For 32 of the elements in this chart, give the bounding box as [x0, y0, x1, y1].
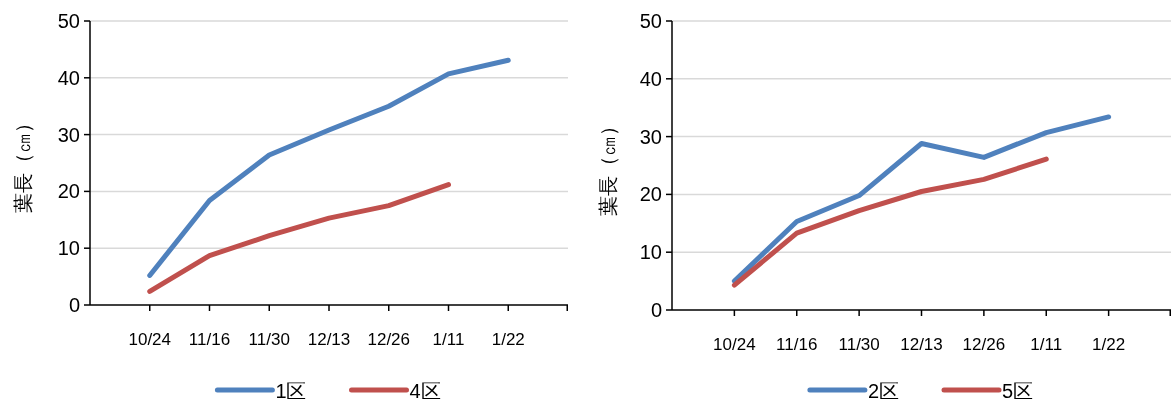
- y-tick-label: 20: [57, 180, 80, 203]
- y-tick-label: 50: [57, 10, 80, 32]
- y-tick-label: 30: [57, 123, 80, 146]
- x-tick-label: 11/16: [188, 330, 231, 349]
- legend-label: 5区: [1002, 380, 1034, 402]
- y-tick-label: 30: [639, 125, 662, 148]
- x-tick-label: 1/22: [1092, 335, 1126, 354]
- y-tick-label: 40: [57, 66, 80, 89]
- x-tick-label: 1/22: [491, 330, 525, 349]
- y-axis-title: 葉長（㎝）: [597, 115, 619, 216]
- y-axis-title: 葉長（㎝）: [12, 113, 34, 213]
- x-tick-label: 11/30: [838, 335, 880, 354]
- y-tick-label: 10: [57, 237, 80, 260]
- y-tick-label: 10: [639, 241, 662, 264]
- x-tick-label: 12/13: [307, 330, 351, 349]
- x-tick-label: 11/30: [248, 330, 290, 349]
- y-tick-label: 40: [639, 67, 662, 90]
- x-tick-label: 10/24: [128, 330, 172, 349]
- x-tick-label: 10/24: [713, 335, 756, 354]
- x-tick-label: 1/11: [1030, 335, 1063, 354]
- y-tick-label: 0: [650, 299, 662, 321]
- x-tick-label: 12/26: [962, 335, 1006, 354]
- y-tick-label: 0: [68, 294, 80, 316]
- y-tick-label: 50: [639, 10, 662, 32]
- x-tick-label: 12/13: [900, 335, 943, 354]
- x-tick-label: 12/26: [367, 330, 411, 349]
- y-tick-label: 20: [639, 183, 662, 206]
- legend-label: 2区: [867, 380, 899, 402]
- x-tick-label: 11/16: [776, 335, 818, 354]
- legend-label: 1区: [275, 380, 307, 402]
- legend-label: 4区: [409, 380, 441, 402]
- x-tick-label: 1/11: [432, 330, 465, 349]
